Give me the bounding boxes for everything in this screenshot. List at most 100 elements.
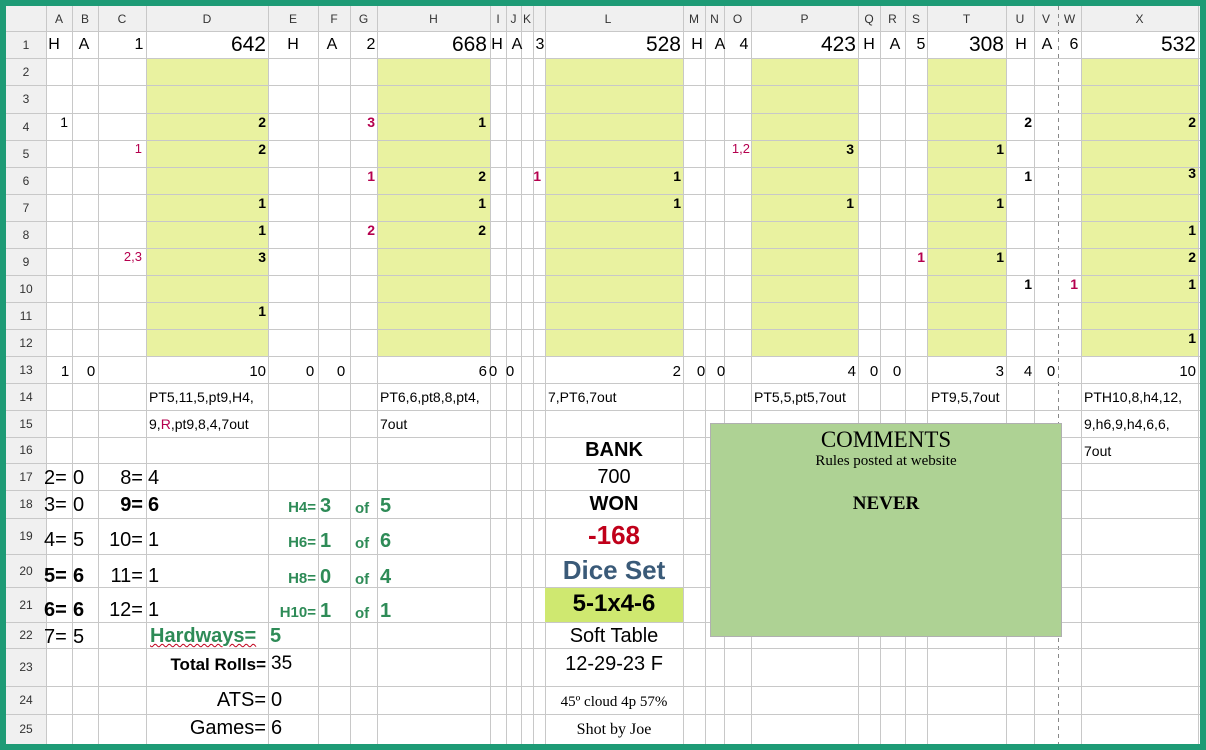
column-header-o[interactable]: O [724, 6, 751, 31]
roll-count: 2 [258, 141, 266, 157]
comments-rules: Rules posted at website [815, 453, 957, 469]
shooter-5-total-h: 0 [869, 363, 879, 380]
won-label: WON [589, 493, 639, 515]
col-line-22 [1034, 6, 1035, 744]
row-header-22[interactable]: 22 [6, 622, 46, 648]
row-header-21[interactable]: 21 [6, 587, 46, 622]
column-header-v[interactable]: V [1034, 6, 1058, 31]
won-value: -168 [587, 520, 641, 550]
row-header-15[interactable]: 15 [6, 410, 46, 437]
shooter-shade-5 [927, 58, 1006, 356]
column-header-n[interactable]: N [705, 6, 724, 31]
row-line-12 [6, 356, 1200, 357]
shooter-6-number: 6 [1069, 36, 1079, 53]
row-line-3 [6, 113, 1200, 114]
row-header-9[interactable]: 9 [6, 248, 46, 275]
row-header-17[interactable]: 17 [6, 463, 46, 490]
row-header-13[interactable]: 13 [6, 356, 46, 383]
roll-count: 1 [1070, 276, 1078, 292]
number-count-label: 6= [44, 599, 67, 621]
shooter-1-roll-line: PT5,11,5,pt9,H4, [149, 389, 254, 405]
row-header-1[interactable]: 1 [6, 31, 46, 58]
column-header-d[interactable]: D [146, 6, 268, 31]
column-header-s[interactable]: S [905, 6, 927, 31]
shooter-4-roll-line: PT5,5,pt5,7out [754, 389, 846, 405]
number-count-value: 1 [148, 529, 160, 551]
roll-count: 2 [1188, 114, 1196, 130]
column-header-g[interactable]: G [350, 6, 377, 31]
column-header-h[interactable]: H [377, 6, 490, 31]
shooter-5-roll-line: PT9,5,7out [931, 389, 1000, 405]
number-count-value: 0 [73, 467, 85, 489]
col-line-19 [905, 6, 906, 744]
roll-count: 2 [478, 168, 486, 184]
column-header-i[interactable]: I [490, 6, 506, 31]
col-line-17 [858, 6, 859, 744]
column-header-e[interactable]: E [268, 6, 318, 31]
column-header-f[interactable]: F [318, 6, 350, 31]
col-line-18 [880, 6, 881, 744]
row-header-25[interactable]: 25 [6, 714, 46, 744]
row-header-7[interactable]: 7 [6, 194, 46, 221]
column-header-b[interactable]: B [72, 6, 98, 31]
roll-count: 3 [846, 141, 854, 157]
col-line-7 [377, 6, 378, 744]
row-header-2[interactable]: 2 [6, 58, 46, 85]
row-header-11[interactable]: 11 [6, 302, 46, 329]
row-header-23[interactable]: 23 [6, 648, 46, 686]
hardway-hits: 1 [320, 530, 332, 552]
row-header-10[interactable]: 10 [6, 275, 46, 302]
hardway-hits: 1 [320, 600, 332, 622]
roll-count: 3 [258, 249, 266, 265]
shooter-1-total-h: 1 [60, 363, 70, 380]
column-header-k[interactable]: K [521, 6, 533, 31]
row-line-18 [6, 518, 1200, 519]
row-header-16[interactable]: 16 [6, 437, 46, 463]
column-header-w[interactable]: W [1058, 6, 1081, 31]
shooter-6-h: H [1015, 36, 1027, 53]
hardway-of: of [355, 571, 370, 588]
row-header-6[interactable]: 6 [6, 167, 46, 194]
column-header-x[interactable]: X [1081, 6, 1198, 31]
column-header-l[interactable]: L [533, 6, 683, 31]
row-header-20[interactable]: 20 [6, 554, 46, 587]
bank-value: 700 [597, 466, 631, 488]
row-line-23 [6, 686, 1200, 687]
shooter-1-score: 642 [230, 33, 266, 56]
column-header-a[interactable]: A [46, 6, 72, 31]
hardway-label: H8= [288, 570, 316, 587]
row-header-4[interactable]: 4 [6, 113, 46, 140]
shooter-2-total-h: 0 [305, 363, 315, 380]
column-header-p[interactable]: P [751, 6, 858, 31]
number-count-label: 2= [44, 467, 67, 489]
row-line-16 [6, 463, 1200, 464]
column-header-t[interactable]: T [927, 6, 1006, 31]
row-header-5[interactable]: 5 [6, 140, 46, 167]
col-line-0 [46, 6, 47, 744]
roll-count: 2 [478, 222, 486, 238]
column-header-c[interactable]: C [98, 6, 146, 31]
shooter-3-total: 2 [672, 363, 681, 380]
row-header-14[interactable]: 14 [6, 383, 46, 410]
shooter-2-roll-line: PT6,6,pt8,8,pt4, [380, 389, 480, 405]
row-header-3[interactable]: 3 [6, 85, 46, 113]
column-header-u[interactable]: U [1006, 6, 1034, 31]
roll-count: 1 [1024, 168, 1032, 184]
row-header-12[interactable]: 12 [6, 329, 46, 356]
column-header-j[interactable]: J [506, 6, 521, 31]
shooter-shade-2 [377, 58, 490, 356]
spreadsheet: A B C D E F G H I J K L M N O P Q R S T U V W X 1 2 3 4 5 6 7 8 9 10 11 12 1… [6, 6, 1200, 744]
shooter-3-total-h: 0 [488, 363, 498, 380]
row-header-18[interactable]: 18 [6, 490, 46, 518]
shooter-4-total-a: 0 [716, 363, 726, 380]
row-header-24[interactable]: 24 [6, 686, 46, 714]
comments-never: NEVER [852, 493, 920, 514]
column-header-r[interactable]: R [880, 6, 905, 31]
row-header-8[interactable]: 8 [6, 221, 46, 248]
column-header-q[interactable]: Q [858, 6, 880, 31]
number-count-value: 1 [148, 599, 160, 621]
row-header-19[interactable]: 19 [6, 518, 46, 554]
column-header-m[interactable]: M [683, 6, 705, 31]
number-count-value: 1 [148, 565, 160, 587]
row-line-15 [6, 437, 1200, 438]
